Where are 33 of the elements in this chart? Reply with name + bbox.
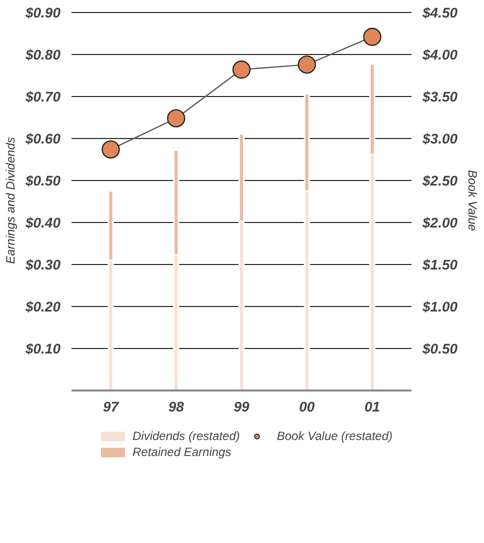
x-tick-label: 00 <box>299 398 315 414</box>
x-tick-label: 98 <box>168 398 184 414</box>
point <box>298 55 316 74</box>
y2-tick-label: $2.50 <box>422 172 458 188</box>
y2-tick-label: $2.00 <box>422 214 458 230</box>
legend-label: Book Value (restated) <box>276 429 393 443</box>
y-tick-label: $0.60 <box>24 130 61 146</box>
y2-tick-label: $0.50 <box>422 340 458 356</box>
point <box>232 60 251 79</box>
point <box>167 109 186 128</box>
y-tick-label: $0.70 <box>24 88 61 104</box>
x-tick-label: 01 <box>364 398 380 414</box>
y2-axis-title: Book Value <box>466 170 480 232</box>
y2-tick-label: $4.50 <box>422 4 458 20</box>
point <box>102 140 120 158</box>
legend-label: Dividends (restated) <box>132 429 240 443</box>
x-tick-label: 99 <box>234 398 250 414</box>
point <box>363 28 382 46</box>
y-tick-label: $0.40 <box>24 214 61 230</box>
legend-label: Retained Earnings <box>132 445 232 459</box>
x-tick-label: 97 <box>102 398 120 414</box>
y-tick-label: $0.90 <box>24 4 61 20</box>
y-tick-label: $0.20 <box>24 298 61 314</box>
y2-tick-label: $1.50 <box>422 256 458 272</box>
y2-tick-label: $3.00 <box>422 130 458 146</box>
y-tick-label: $0.10 <box>24 340 61 356</box>
y2-tick-label: $4.00 <box>422 46 458 62</box>
y2-tick-label: $3.50 <box>422 88 458 104</box>
y-axis-title: Earnings and Dividends <box>3 137 18 264</box>
y-tick-label: $0.30 <box>24 256 61 272</box>
y-tick-label: $0.80 <box>24 46 61 62</box>
y2-tick-label: $1.00 <box>422 298 458 314</box>
y-tick-label: $0.50 <box>24 172 61 188</box>
